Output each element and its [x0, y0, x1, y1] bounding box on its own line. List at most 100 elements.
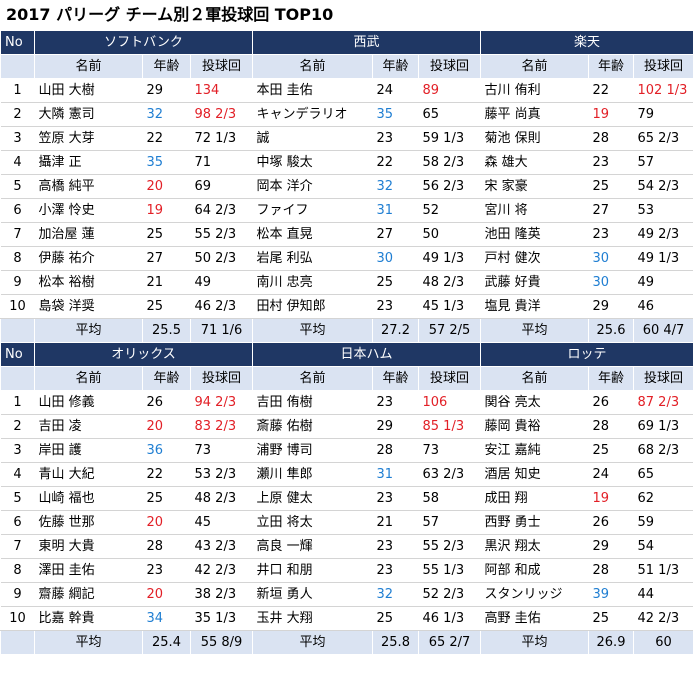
- pitcher-name: 笠原 大芽: [34, 126, 143, 151]
- rank-number: 4: [0, 150, 35, 175]
- pitcher-age: 34: [142, 606, 191, 631]
- pitcher-age: 22: [372, 150, 419, 175]
- pitcher-age: 27: [588, 198, 634, 223]
- pitcher-age: 24: [588, 462, 634, 487]
- pitcher-age: 26: [588, 510, 634, 535]
- pitcher-age: 23: [372, 534, 419, 559]
- table-row: 4 攝津 正 35 71 中塚 駿太 22 58 2/3 森 雄大 23 57: [0, 150, 693, 175]
- rank-number: 7: [0, 222, 35, 247]
- pitcher-name: 成田 翔: [480, 486, 589, 511]
- page-title: 2017 パリーグ チーム別２軍投球回 TOP10: [6, 5, 334, 24]
- pitcher-age: 25: [588, 174, 634, 199]
- average-age: 26.9: [588, 630, 634, 655]
- column-header-row: 名前 年齢 投球回 名前 年齢 投球回 名前 年齢 投球回: [0, 366, 693, 391]
- pitcher-innings: 55 1/3: [418, 558, 481, 583]
- pitcher-innings: 49: [190, 270, 253, 295]
- pitcher-age: 23: [588, 222, 634, 247]
- pitcher-innings: 62: [633, 486, 693, 511]
- age-column-header: 年齢: [588, 54, 634, 79]
- pitcher-innings: 64 2/3: [190, 198, 253, 223]
- rank-number: 6: [0, 198, 35, 223]
- pitcher-innings: 48 2/3: [418, 270, 481, 295]
- pitcher-age: 30: [372, 246, 419, 271]
- pitcher-innings: 46 1/3: [418, 606, 481, 631]
- pitcher-name: 松本 裕樹: [34, 270, 143, 295]
- ip-column-header: 投球回: [633, 54, 693, 79]
- rank-number: 2: [0, 414, 35, 439]
- pitcher-name: 酒居 知史: [480, 462, 589, 487]
- pitcher-age: 32: [372, 582, 419, 607]
- pitcher-innings: 71: [190, 150, 253, 175]
- team-name: 楽天: [480, 30, 693, 55]
- pitcher-age: 20: [142, 174, 191, 199]
- pitcher-innings: 102 1/3: [633, 78, 693, 103]
- pitcher-name: 高野 圭佑: [480, 606, 589, 631]
- pitcher-name: 井口 和朋: [252, 558, 373, 583]
- table-row: 8 伊藤 祐介 27 50 2/3 岩尾 利弘 30 49 1/3 戸村 健次 30 49 1/3: [0, 246, 693, 271]
- pitcher-innings: 45: [190, 510, 253, 535]
- pitcher-age: 21: [142, 270, 191, 295]
- team-name: ソフトバンク: [34, 30, 253, 55]
- age-column-header: 年齢: [372, 54, 419, 79]
- pitcher-age: 23: [372, 126, 419, 151]
- pitcher-name: 比嘉 幹貴: [34, 606, 143, 631]
- pitcher-name: 玉井 大翔: [252, 606, 373, 631]
- pitcher-age: 29: [588, 294, 634, 319]
- average-innings: 60 4/7: [633, 318, 693, 343]
- name-column-header: 名前: [34, 366, 143, 391]
- pitcher-name: 小澤 怜史: [34, 198, 143, 223]
- pitcher-name: 瀬川 隼郎: [252, 462, 373, 487]
- pitcher-name: 上原 健太: [252, 486, 373, 511]
- pitcher-age: 25: [142, 222, 191, 247]
- table-row: 1 山田 修義 26 94 2/3 吉田 侑樹 23 106 関谷 亮太 26 87 2/3: [0, 390, 693, 415]
- pitcher-name: 齋藤 綱記: [34, 582, 143, 607]
- pitcher-name: 新垣 勇人: [252, 582, 373, 607]
- pitcher-name: 大隣 憲司: [34, 102, 143, 127]
- pitcher-name: 伊藤 祐介: [34, 246, 143, 271]
- pitcher-innings: 89: [418, 78, 481, 103]
- age-column-header: 年齢: [372, 366, 419, 391]
- rank-number: 10: [0, 606, 35, 631]
- pitcher-innings: 69: [190, 174, 253, 199]
- no-column-spacer: [0, 366, 35, 391]
- pitcher-name: 武藤 好貴: [480, 270, 589, 295]
- rank-number: 4: [0, 462, 35, 487]
- pitcher-innings: 87 2/3: [633, 390, 693, 415]
- pitcher-name: 攝津 正: [34, 150, 143, 175]
- pitcher-age: 35: [142, 150, 191, 175]
- pitcher-age: 31: [372, 198, 419, 223]
- team-name: 西武: [252, 30, 481, 55]
- pitcher-innings: 83 2/3: [190, 414, 253, 439]
- no-header: No: [0, 342, 35, 367]
- pitcher-name: 加治屋 蓮: [34, 222, 143, 247]
- pitcher-innings: 49 1/3: [418, 246, 481, 271]
- average-label: 平均: [480, 630, 589, 655]
- pitcher-innings: 46: [633, 294, 693, 319]
- table-row: 4 青山 大紀 22 53 2/3 瀬川 隼郎 31 63 2/3 酒居 知史 24 65: [0, 462, 693, 487]
- rank-number: 10: [0, 294, 35, 319]
- name-column-header: 名前: [34, 54, 143, 79]
- pitcher-age: 27: [142, 246, 191, 271]
- average-row: 平均 25.5 71 1/6 平均 27.2 57 2/5 平均 25.6 60 4/7: [0, 318, 693, 343]
- table-row: 3 笠原 大芽 22 72 1/3 誠 23 59 1/3 菊池 保則 28 65 2/3: [0, 126, 693, 151]
- pitcher-innings: 55 2/3: [190, 222, 253, 247]
- pitcher-innings: 43 2/3: [190, 534, 253, 559]
- pitcher-innings: 50: [418, 222, 481, 247]
- pitcher-age: 39: [588, 582, 634, 607]
- pitcher-name: 誠: [252, 126, 373, 151]
- pitcher-innings: 38 2/3: [190, 582, 253, 607]
- average-innings: 57 2/5: [418, 318, 481, 343]
- pitcher-age: 23: [372, 558, 419, 583]
- pitcher-innings: 57: [633, 150, 693, 175]
- pitcher-age: 22: [142, 126, 191, 151]
- pitcher-innings: 85 1/3: [418, 414, 481, 439]
- pitcher-innings: 49 1/3: [633, 246, 693, 271]
- pitcher-name: 岡本 洋介: [252, 174, 373, 199]
- average-label: 平均: [480, 318, 589, 343]
- name-column-header: 名前: [252, 366, 373, 391]
- pitcher-name: 岸田 護: [34, 438, 143, 463]
- avg-spacer: [0, 318, 35, 343]
- pitcher-innings: 35 1/3: [190, 606, 253, 631]
- average-age: 27.2: [372, 318, 419, 343]
- pitcher-name: 高橋 純平: [34, 174, 143, 199]
